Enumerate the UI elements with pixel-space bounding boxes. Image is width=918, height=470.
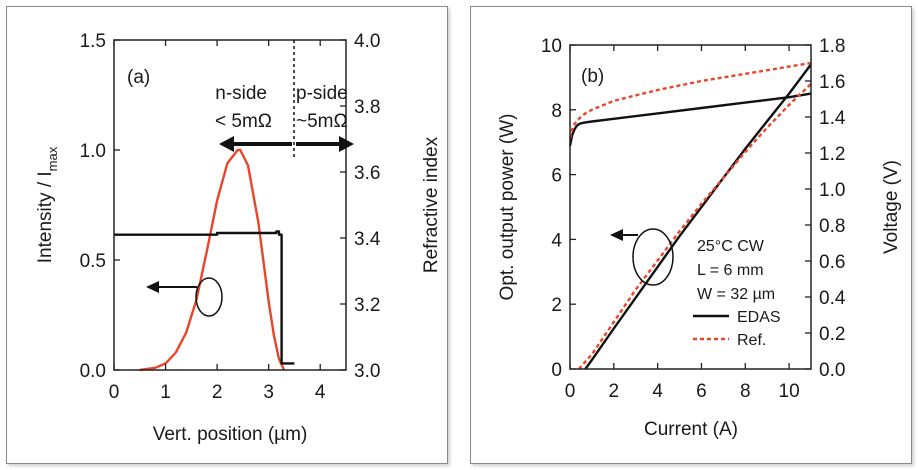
chart-b-y2-tick-label: 0.2 (819, 324, 845, 345)
chart-b-y2-tick-label: 0.6 (819, 252, 845, 273)
chart-b-y2-tick-label: 1.4 (819, 108, 846, 129)
chart-b-y-tick-label: 8 (551, 101, 562, 122)
y-axis-label-a-main: Intensity / I (35, 171, 56, 263)
chart-b-svg: 0 2 4 6 8 10 0 2 4 6 8 10 0.0 0.2 0.4 0.6 0.8 1.0 1.2 1.4 1.… (497, 36, 902, 440)
chart-a-y-tick-label: 0.0 (80, 361, 106, 382)
x-axis-label-b: Current (A) (644, 419, 738, 440)
chart-a-x-tick-label: 0 (109, 382, 120, 403)
y2-axis-label-b: Voltage (V) (881, 160, 902, 254)
legend-condition-1: 25°C CW (697, 238, 765, 255)
curve-marker-ellipse-b (632, 228, 674, 286)
annotation-p-value: ~5mΩ (296, 111, 348, 132)
x-axis-label-a: Vert. position (µm) (153, 424, 308, 445)
panel-label-a: (a) (127, 67, 150, 88)
legend-condition-3: W = 32 µm (697, 286, 775, 303)
chart-b-x-tick-label: 10 (779, 381, 800, 402)
chart-a-y2-tick-label: 3.8 (354, 97, 380, 118)
chart-b-x-tick-label: 6 (696, 381, 707, 402)
chart-a-series-0 (139, 148, 286, 372)
left-axis-arrow-head (146, 281, 159, 293)
curve-marker-ellipse (195, 277, 223, 317)
chart-a-y2-tick-label: 4.0 (354, 31, 380, 52)
chart-a-y-tick-label: 0.5 (80, 251, 106, 272)
chart-b-y2-tick-label: 0.8 (819, 216, 845, 237)
annotation-n-side: n-side (215, 83, 267, 104)
chart-a-y-tick-label: 1.5 (80, 31, 106, 52)
chart-b-x-tick-label: 8 (740, 381, 751, 402)
chart-a-series-1 (114, 230, 295, 365)
y2-axis-label-a: Refractive index (421, 136, 442, 273)
legend-label-edas: EDAS (737, 309, 781, 326)
chart-b-y2-tick-label: 0.4 (819, 288, 846, 309)
chart-a-y2-tick-label: 3.4 (354, 229, 381, 250)
chart-b-y2-tick-label: 0.0 (819, 360, 845, 381)
chart-a-y2-tick-label: 3.6 (354, 163, 380, 184)
chart-b-y-tick-label: 0 (551, 360, 562, 381)
chart-b-y2-tick-label: 1.2 (819, 144, 845, 165)
chart-b-y2-tick-label: 1.6 (819, 72, 845, 93)
legend-label-ref: Ref. (737, 332, 766, 349)
chart-a-x-tick-label: 1 (160, 382, 171, 403)
chart-b-y-tick-label: 2 (551, 295, 562, 316)
chart-b-y2-tick-label: 1.8 (819, 36, 845, 57)
chart-a-x-tick-label: 2 (212, 382, 223, 403)
chart-b-y-tick-label: 4 (551, 230, 562, 251)
chart-b-series-2-power (577, 83, 812, 370)
chart-a-svg: 0 1 2 3 40.00.51.01.53.03.23.43.63.84.0 (a) … (35, 31, 442, 445)
chart-a-y-tick-label: 1.0 (80, 141, 106, 162)
annotation-n-value: < 5mΩ (215, 111, 272, 132)
left-axis-arrow-head-b (610, 229, 623, 241)
chart-b-y-tick-label: 10 (541, 36, 562, 57)
y-axis-label-b: Opt. output power (W) (497, 114, 518, 301)
chart-a-y2-tick-label: 3.0 (354, 361, 380, 382)
plot-frame-b (569, 44, 812, 370)
y-axis-label-a: Intensity / Imax (35, 146, 60, 263)
chart-a-x-tick-label: 4 (315, 382, 326, 403)
chart-b-series-1-voltage (568, 92, 812, 147)
chart-a-x-tick-label: 3 (263, 382, 274, 403)
chart-panel-b: 0 2 4 6 8 10 0 2 4 6 8 10 0.0 0.2 0.4 0.6 0.8 1.0 1.2 1.4 1.… (470, 6, 912, 464)
chart-b-series-3-voltage (568, 61, 812, 139)
y-axis-label-a-sub: max (45, 146, 60, 171)
chart-a-y2-tick-label: 3.2 (354, 295, 380, 316)
n-side-arrow-head (219, 136, 234, 152)
chart-b-y2-tick-label: 1.0 (819, 180, 845, 201)
chart-b-y-tick-label: 6 (551, 166, 562, 187)
panel-label-b: (b) (581, 66, 604, 87)
chart-b-x-tick-label: 4 (652, 381, 663, 402)
chart-b-x-tick-label: 2 (609, 381, 620, 402)
annotation-p-side: p-side (296, 83, 348, 104)
chart-b-series-0-power (584, 63, 812, 370)
p-side-arrow-head (339, 136, 354, 152)
chart-panel-a: 0 1 2 3 4 0.0 0.5 1.0 1.5 3.0 3.2 3.4 3.6 3.8 4.0 (a) … (6, 6, 448, 464)
chart-b-x-tick-label: 0 (565, 381, 576, 402)
legend-condition-2: L = 6 mm (697, 262, 764, 279)
plot-frame-a (113, 39, 347, 371)
